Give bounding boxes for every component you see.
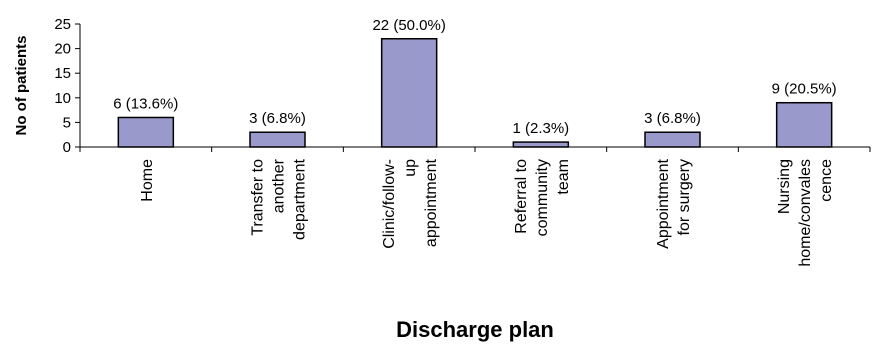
x-category-label: Referral to community team <box>513 159 572 236</box>
y-axis-title: No of patients <box>13 36 30 136</box>
x-category-line: Clinic/follow- <box>381 159 398 249</box>
x-category-line: community <box>534 159 551 236</box>
data-label: 1 (2.3%) <box>512 120 569 137</box>
bars <box>117 38 833 148</box>
data-label: 6 (13.6%) <box>113 95 178 112</box>
data-label: 22 (50.0%) <box>372 17 445 34</box>
x-category-line: Transfer to <box>250 159 267 236</box>
x-category-line: cence <box>818 159 835 202</box>
x-category-line: Home <box>139 159 156 202</box>
bar <box>380 38 438 148</box>
y-tick-label: 20 <box>54 41 71 58</box>
x-axis-title: Discharge plan <box>396 317 554 342</box>
x-category-line: Nursing <box>776 159 793 214</box>
x-axis: Home Transfer to another department Clinic/f… <box>79 146 871 267</box>
bar <box>249 131 306 148</box>
x-category-line: Appointment <box>655 158 672 248</box>
y-axis: 0 5 10 15 20 25 <box>54 16 81 156</box>
x-category-label: Appointment for surgery <box>655 158 693 248</box>
bar <box>117 116 175 148</box>
data-labels: 6 (13.6%) 3 (6.8%) 22 (50.0%) 1 (2.3%) 3 (6.… <box>113 17 836 137</box>
data-label: 3 (6.8%) <box>644 110 701 127</box>
x-category-line: team <box>555 159 572 195</box>
x-category-line: home/convales <box>797 159 814 267</box>
x-category-label: Clinic/follow-up appointment <box>381 158 440 248</box>
x-category-line: another <box>271 158 288 213</box>
y-tick-label: 5 <box>63 114 71 131</box>
x-category-line: for surgery <box>676 159 693 235</box>
y-tick-label: 15 <box>54 65 71 82</box>
x-category-label: Nursing home/convales cence <box>776 159 835 267</box>
y-tick-label: 0 <box>63 139 71 156</box>
bar <box>512 141 570 148</box>
y-tick-label: 10 <box>54 90 71 107</box>
x-category-line: department <box>292 158 309 239</box>
data-label: 9 (20.5%) <box>772 81 837 98</box>
x-category-label: Transfer to another department <box>250 158 309 240</box>
bar <box>775 101 833 148</box>
x-category-line: Referral to <box>513 159 530 234</box>
data-label: 3 (6.8%) <box>249 110 306 127</box>
x-category-line: up <box>402 159 419 177</box>
y-tick-label: 25 <box>54 16 71 33</box>
bar <box>644 131 701 148</box>
x-category-label: Home <box>139 159 156 202</box>
x-category-line: appointment <box>423 158 440 247</box>
